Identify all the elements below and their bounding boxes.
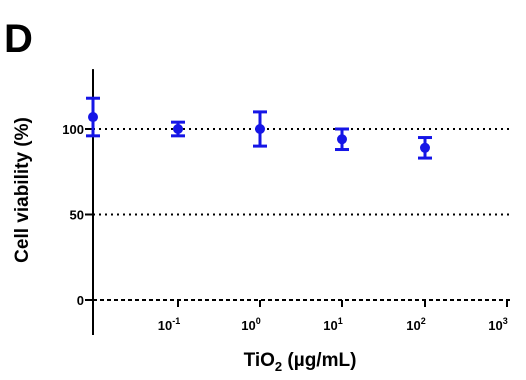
reference-lines xyxy=(93,128,512,301)
data-point-group-0 xyxy=(86,96,100,138)
x-axis-title-base: TiO xyxy=(244,350,275,371)
data-point-group-4 xyxy=(418,136,432,160)
data-point-4 xyxy=(420,142,430,153)
x-tick-label-2: 101 xyxy=(323,316,342,333)
x-axis-title: TiO2 (µg/mL) xyxy=(244,350,357,374)
data-point-group-3 xyxy=(335,127,349,152)
x-axis-title-subscript: 2 xyxy=(275,359,282,374)
x-tick-label-3: 102 xyxy=(406,316,425,333)
data-point-2 xyxy=(255,124,265,134)
y-axis-title: Cell viability (%) xyxy=(12,117,33,263)
data-point-1 xyxy=(173,124,183,134)
y-tick-label-0: 0 xyxy=(77,293,84,308)
x-tick-label-0: 10-1 xyxy=(158,316,180,333)
data-point-group-2 xyxy=(253,110,267,148)
data-point-0 xyxy=(88,112,98,123)
y-axis-ticks: 0 50 100 xyxy=(62,122,93,308)
data-series xyxy=(86,96,432,160)
x-axis-ticks: 10-1 100 101 102 103 xyxy=(158,300,508,333)
x-axis-title-rest: (µg/mL) xyxy=(282,350,356,371)
y-tick-label-50: 50 xyxy=(70,208,84,223)
data-point-3 xyxy=(337,134,347,145)
data-point-group-1 xyxy=(171,120,185,138)
x-tick-label-4: 103 xyxy=(488,316,507,333)
panel-label: D xyxy=(4,17,33,61)
y-tick-label-100: 100 xyxy=(62,122,84,137)
x-tick-label-1: 100 xyxy=(241,316,260,333)
